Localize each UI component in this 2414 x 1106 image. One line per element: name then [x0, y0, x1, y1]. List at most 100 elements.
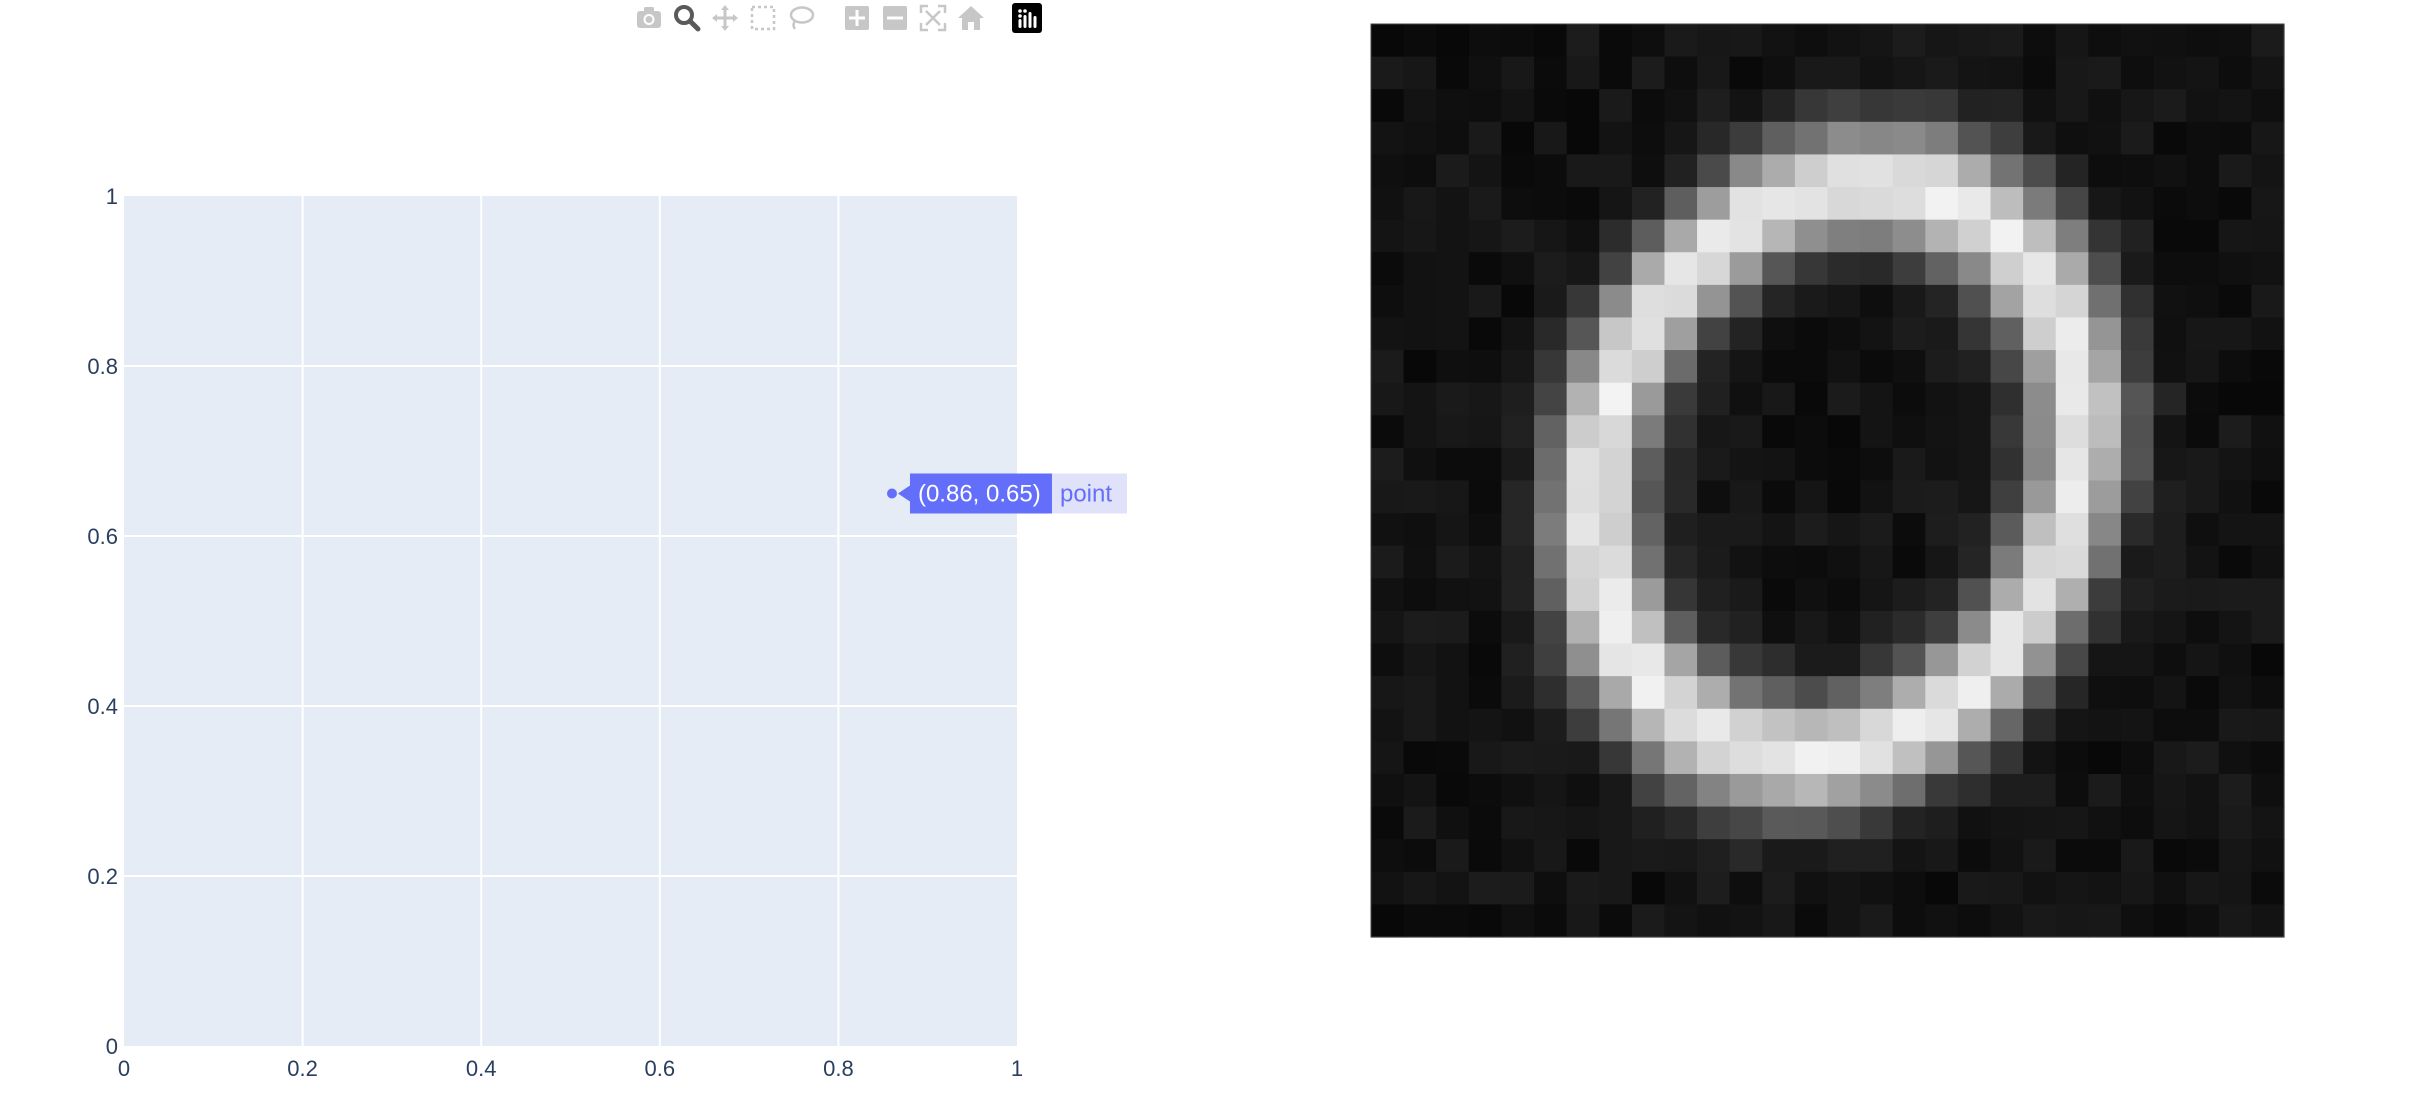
- heatmap-cell: [2153, 284, 2187, 319]
- camera-button[interactable]: [630, 0, 668, 36]
- heatmap-cell: [1403, 676, 1437, 710]
- heatmap-cell: [1664, 741, 1698, 775]
- heatmap-cell: [2088, 773, 2122, 808]
- data-point[interactable]: [886, 488, 897, 499]
- heatmap-cell: [1664, 447, 1698, 482]
- plotly-logo-button[interactable]: [1008, 0, 1046, 36]
- heatmap-cell: [1762, 676, 1796, 710]
- lasso-select-button[interactable]: [782, 0, 820, 36]
- reset-axes-button[interactable]: [952, 0, 990, 36]
- heatmap-cell: [2186, 676, 2220, 710]
- heatmap-cell: [1697, 252, 1731, 286]
- heatmap-cell: [1827, 154, 1861, 188]
- heatmap-cell: [1729, 741, 1763, 775]
- heatmap-cell: [2218, 610, 2252, 645]
- heatmap-cell: [2251, 154, 2285, 188]
- heatmap-cell: [1501, 154, 1535, 188]
- heatmap-cell: [1566, 317, 1600, 351]
- heatmap-cell: [1371, 447, 1405, 482]
- heatmap-cell: [2251, 121, 2285, 156]
- heatmap-cell: [1794, 284, 1829, 319]
- heatmap-cell: [1436, 219, 1470, 253]
- heatmap-cell: [1794, 252, 1829, 286]
- pan-button[interactable]: [706, 0, 744, 36]
- heatmap-cell: [1729, 415, 1763, 449]
- heatmap-cell: [2153, 24, 2187, 58]
- heatmap-cell: [1990, 578, 2024, 612]
- heatmap-cell: [1925, 89, 1959, 123]
- heatmap-cell: [2055, 545, 2089, 579]
- heatmap-cell: [1762, 806, 1796, 840]
- heatmap-cell: [1468, 513, 1503, 547]
- heatmap-cell: [1697, 839, 1731, 873]
- heatmap-cell: [1664, 219, 1698, 253]
- heatmap-cell: [1501, 480, 1535, 514]
- heatmap-cell: [1990, 610, 2024, 645]
- heatmap-cell: [1468, 578, 1503, 612]
- heatmap-cell: [1957, 480, 1992, 514]
- zoom-in-icon: [845, 6, 869, 30]
- heatmap-cell: [1892, 382, 1926, 416]
- box-select-button[interactable]: [744, 0, 782, 36]
- heatmap-cell: [2186, 219, 2220, 253]
- heatmap-cell: [1371, 741, 1405, 775]
- heatmap-cell: [2023, 382, 2057, 416]
- heatmap-cell: [1664, 839, 1698, 873]
- zoom-out-button[interactable]: [876, 0, 914, 36]
- zoom-in-button[interactable]: [838, 0, 876, 36]
- heatmap-cell: [1827, 773, 1861, 808]
- heatmap-cell: [1599, 643, 1633, 677]
- heatmap-cell: [1860, 610, 1894, 645]
- heatmap-cell: [1892, 121, 1926, 156]
- heatmap-cell: [1566, 284, 1600, 319]
- heatmap-cell: [2251, 708, 2285, 742]
- heatmap-cell: [1566, 773, 1600, 808]
- heatmap-cell: [1436, 415, 1470, 449]
- heatmap-cell: [2153, 154, 2187, 188]
- heatmap-cell: [2186, 773, 2220, 808]
- heatmap-cell: [2186, 317, 2220, 351]
- heatmap-cell: [2153, 904, 2187, 938]
- heatmap-cell: [1729, 480, 1763, 514]
- heatmap-cell: [1566, 871, 1600, 905]
- heatmap-cell: [1501, 545, 1535, 579]
- heatmap-cell: [1403, 643, 1437, 677]
- heatmap-cell: [1534, 578, 1568, 612]
- heatmap-cell: [1762, 56, 1796, 90]
- heatmap-cell: [1599, 382, 1633, 416]
- heatmap-cell: [1436, 708, 1470, 742]
- heatmap-cell: [2088, 252, 2122, 286]
- autoscale-button[interactable]: [914, 0, 952, 36]
- heatmap-cell: [2251, 350, 2285, 384]
- heatmap-cell: [1892, 610, 1926, 645]
- heatmap-cell: [1501, 513, 1535, 547]
- heatmap-cell: [1664, 187, 1698, 221]
- zoom-button[interactable]: [668, 0, 706, 36]
- heatmap-cell: [1892, 773, 1926, 808]
- heatmap-cell: [2055, 610, 2089, 645]
- lasso-select-icon: [789, 6, 815, 30]
- heatmap-cell: [1501, 219, 1535, 253]
- heatmap-cell: [1371, 219, 1405, 253]
- heatmap-cell: [2088, 708, 2122, 742]
- heatmap-cell: [2023, 871, 2057, 905]
- heatmap-cell: [2251, 741, 2285, 775]
- x-tick-label: 0.4: [466, 1056, 497, 1081]
- heatmap-cell: [1501, 708, 1535, 742]
- heatmap-cell: [2218, 545, 2252, 579]
- heatmap-cell: [1762, 708, 1796, 742]
- heatmap-cell: [2088, 89, 2122, 123]
- heatmap-cell: [2088, 382, 2122, 416]
- heatmap-cell: [1501, 578, 1535, 612]
- heatmap-cell: [1664, 513, 1698, 547]
- heatmap-cell: [1957, 578, 1992, 612]
- heatmap-cell: [1534, 121, 1568, 156]
- heatmap-cell: [1566, 187, 1600, 221]
- heatmap-cell: [1664, 545, 1698, 579]
- plot-area[interactable]: [124, 196, 1017, 1046]
- heatmap-cell: [1990, 284, 2024, 319]
- heatmap-cell: [1729, 871, 1763, 905]
- heatmap-cell: [1860, 904, 1894, 938]
